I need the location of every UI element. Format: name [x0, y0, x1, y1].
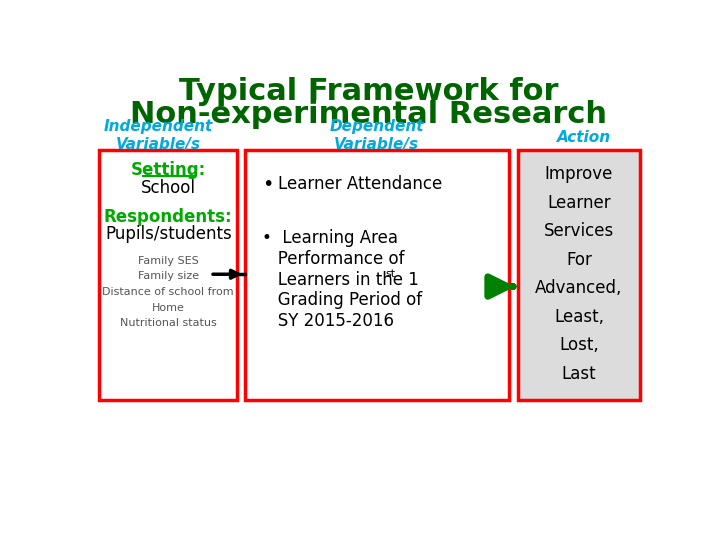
Text: Improve
Learner
Services
For
Advanced,
Least,
Lost,
Last: Improve Learner Services For Advanced, L… — [536, 165, 623, 383]
Text: Performance of: Performance of — [262, 250, 405, 268]
Text: Typical Framework for: Typical Framework for — [179, 77, 559, 106]
Text: SY 2015-2016: SY 2015-2016 — [262, 312, 394, 330]
Text: •  Learning Area: • Learning Area — [262, 229, 398, 247]
Text: •: • — [262, 174, 274, 194]
Text: st: st — [385, 269, 395, 279]
Text: Respondents:: Respondents: — [104, 208, 233, 226]
Text: Learners in the 1: Learners in the 1 — [262, 271, 419, 288]
Text: Family SES
Family size
Distance of school from
Home
Nutritional status: Family SES Family size Distance of schoo… — [102, 256, 234, 328]
Text: Dependent
Variable/s: Dependent Variable/s — [330, 119, 424, 152]
Text: Independent
Variable/s: Independent Variable/s — [104, 119, 213, 152]
Text: School: School — [141, 179, 196, 197]
Text: Learner Attendance: Learner Attendance — [277, 175, 442, 193]
Text: Setting:: Setting: — [130, 161, 206, 179]
Bar — [518, 150, 640, 400]
Bar — [99, 150, 238, 400]
Bar — [245, 150, 508, 400]
Text: Non-experimental Research: Non-experimental Research — [130, 99, 608, 129]
Text: Pupils/students: Pupils/students — [105, 225, 232, 243]
Text: Grading Period of: Grading Period of — [262, 292, 422, 309]
Text: Action: Action — [557, 131, 611, 145]
